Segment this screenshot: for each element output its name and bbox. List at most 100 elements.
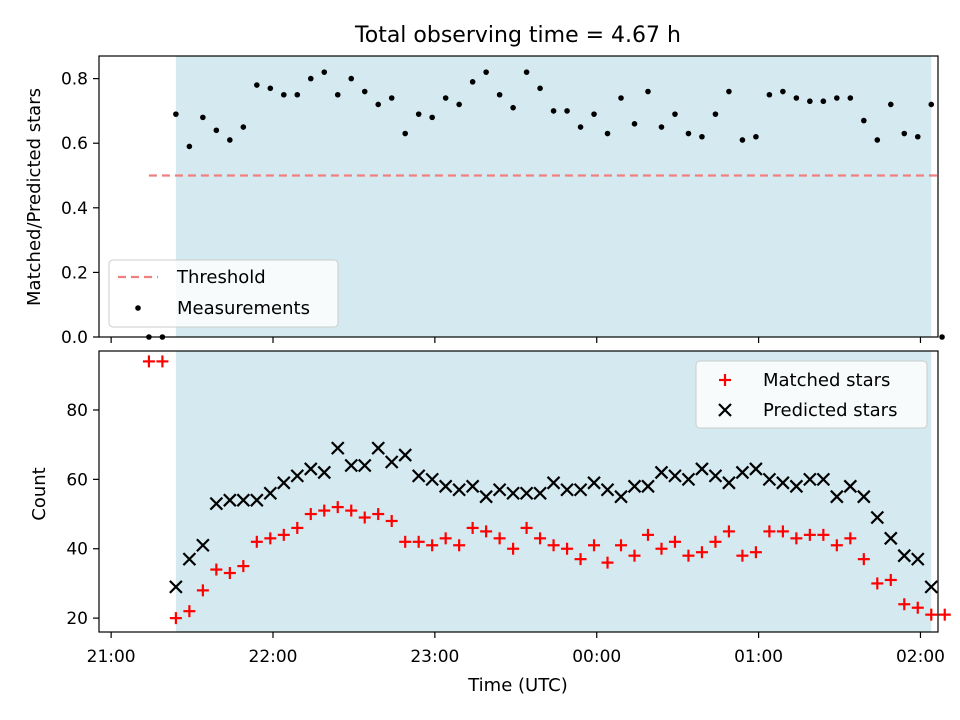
- measurement-point: [739, 137, 746, 143]
- predicted-star-point: [384, 455, 399, 469]
- y-tick-label: 40: [66, 540, 88, 560]
- y-tick-label: 60: [66, 470, 88, 490]
- measurement-point: [280, 91, 287, 98]
- predicted-star-point: [357, 458, 372, 473]
- legend-predicted-label: Predicted stars: [763, 400, 897, 421]
- matched-star-point: [803, 528, 816, 541]
- matched-star-point: [641, 528, 654, 541]
- measurement-point: [240, 124, 247, 130]
- top-axes-frame: [98, 55, 939, 338]
- cross-b: [277, 476, 291, 490]
- measurement-point: [254, 82, 260, 88]
- cross-b: [303, 462, 318, 476]
- matched-star-point: [480, 525, 493, 538]
- measurement-point: [712, 111, 719, 117]
- predicted-star-point: [398, 448, 412, 462]
- matched-star-point: [655, 542, 668, 555]
- measurement-point: [496, 91, 503, 98]
- measurement-point: [267, 85, 274, 92]
- measurement-point: [618, 95, 624, 101]
- matched-star-point: [372, 508, 385, 521]
- bottom-x-axis-ticks: 21:00 22:00 23:00 00:00 01:00 02:00: [87, 632, 945, 667]
- measurement-point: [591, 111, 597, 117]
- cross-b: [830, 489, 844, 504]
- cross-b: [290, 469, 305, 483]
- cross-b: [722, 476, 736, 490]
- top-legend-box: [108, 259, 339, 328]
- legend-predicted-swatch: [718, 403, 732, 417]
- matched-star-point: [345, 504, 358, 517]
- matched-star-point: [534, 532, 547, 545]
- predicted-star-point: [438, 479, 453, 494]
- matched-star-point: [695, 546, 708, 559]
- cross-b: [317, 465, 332, 480]
- matched-star-point: [196, 584, 209, 597]
- top-legend: Threshold Measurements: [108, 259, 339, 328]
- cross-b: [452, 482, 466, 497]
- predicted-star-point: [371, 441, 385, 455]
- x-tick-label: 21:00: [87, 647, 136, 667]
- cross-b: [506, 486, 520, 501]
- measurement-point: [429, 114, 435, 121]
- matched-star-point: [588, 539, 601, 552]
- measurement-point: [874, 137, 881, 143]
- matched-star-point: [871, 577, 884, 590]
- matched-star-point: [412, 535, 425, 548]
- bottom-legend-box: [695, 360, 928, 429]
- predicted-star-point: [614, 489, 628, 504]
- matched-star-point: [898, 598, 911, 611]
- measurement-point: [550, 108, 557, 114]
- top-y-axis-ticks: 0.0 0.2 0.4 0.6 0.8: [61, 70, 99, 348]
- cross-b: [196, 538, 210, 553]
- matched-star-point: [520, 521, 533, 534]
- cross-b: [776, 476, 790, 490]
- x-tick-label: 02:00: [896, 647, 945, 667]
- matched-star-point: [763, 525, 776, 538]
- predicted-star-point: [344, 458, 359, 473]
- predicted-star-point: [573, 482, 588, 497]
- cross-b: [627, 479, 642, 494]
- measurement-point: [402, 130, 408, 137]
- matched-star-point: [169, 612, 182, 625]
- predicted-star-point: [182, 552, 197, 566]
- y-tick-label: 0.0: [61, 328, 88, 348]
- predicted-star-point: [641, 479, 655, 494]
- bottom-y-axis-label: Count: [29, 467, 50, 520]
- cross-b: [236, 493, 251, 507]
- matched-star-point: [938, 608, 951, 621]
- cross-b: [560, 482, 574, 497]
- matched-star-point: [682, 549, 695, 562]
- matched-star-point: [358, 511, 371, 524]
- predicted-star-point: [223, 493, 237, 507]
- measurement-point: [645, 88, 651, 95]
- matched-star-point: [668, 535, 681, 548]
- matched-star-point: [210, 563, 223, 576]
- measurement-point: [604, 130, 611, 137]
- matched-star-point: [574, 553, 587, 566]
- legend-matched-label: Matched stars: [763, 370, 890, 391]
- cross-b: [573, 482, 588, 497]
- cross-b: [384, 455, 399, 469]
- predicted-star-point: [749, 462, 763, 476]
- cross-b: [411, 469, 426, 483]
- top-x-axis-ticks: [110, 337, 922, 343]
- matched-star-point: [857, 553, 870, 566]
- matched-star-point: [142, 355, 155, 368]
- predicted-star-point: [452, 482, 466, 497]
- measurement-point: [456, 101, 462, 108]
- matched-star-point: [156, 355, 169, 368]
- measurement-point: [577, 124, 584, 130]
- predicted-star-point: [681, 472, 696, 487]
- measurement-point: [939, 334, 945, 340]
- measurement-point: [361, 88, 368, 95]
- figure-title: Total observing time = 4.67 h: [354, 23, 681, 48]
- y-tick-label: 0.4: [61, 199, 88, 219]
- matched-star-point: [466, 521, 479, 534]
- cross-b: [600, 482, 615, 497]
- predicted-star-point: [196, 538, 210, 553]
- cross-b: [533, 486, 547, 501]
- predicted-star-point: [546, 476, 561, 490]
- predicted-star-point: [587, 476, 601, 490]
- x-tick-label: 01:00: [734, 647, 783, 667]
- cross-b: [924, 580, 939, 594]
